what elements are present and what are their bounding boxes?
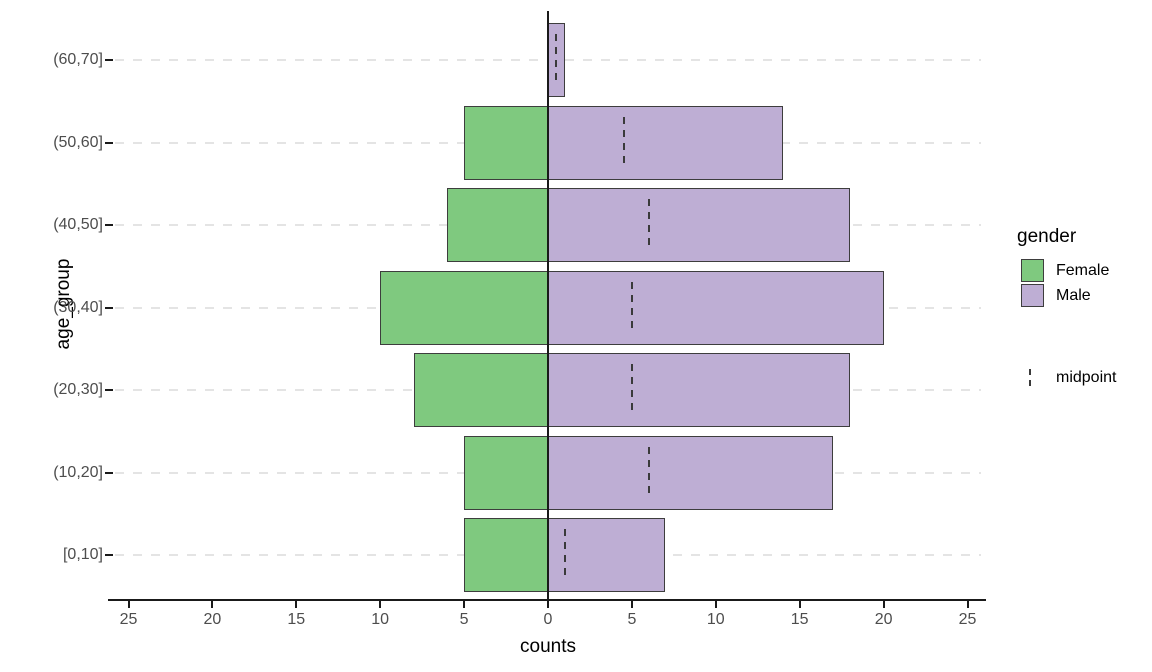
- x-tick: [379, 601, 382, 608]
- midpoint-dashed-line-icon: [1029, 369, 1031, 387]
- legend-title-gender: gender: [1017, 226, 1077, 247]
- x-tick: [966, 601, 969, 608]
- x-tick-label: 15: [287, 611, 306, 628]
- x-tick: [630, 601, 633, 608]
- x-tick: [798, 601, 801, 608]
- x-tick-label: 0: [543, 611, 553, 628]
- y-tick: [105, 554, 113, 556]
- y-tick-label: (10,20]: [53, 463, 103, 481]
- bar-female-(50,60]: [464, 105, 548, 180]
- y-tick-label: (30,40]: [53, 298, 103, 316]
- x-tick: [714, 601, 717, 608]
- midpoint-line-[0,10]: [563, 529, 566, 581]
- bar-female-[0,10]: [464, 518, 548, 592]
- zero-line: [547, 11, 549, 605]
- x-tick: [127, 601, 130, 608]
- y-tick: [105, 471, 113, 474]
- x-tick-label: 20: [874, 611, 893, 628]
- y-tick: [105, 59, 113, 61]
- bar-female-(20,30]: [413, 353, 548, 427]
- y-tick-label: (20,30]: [53, 381, 103, 398]
- x-axis-title: counts: [520, 636, 576, 657]
- y-tick: [105, 141, 113, 144]
- y-tick: [105, 306, 113, 309]
- bar-female-(40,50]: [447, 188, 548, 262]
- bar-male-[0,10]: [548, 518, 666, 592]
- x-tick: [463, 601, 466, 608]
- bar-male-(30,40]: [548, 270, 884, 345]
- y-tick-label: (60,70]: [53, 51, 103, 68]
- x-tick: [211, 601, 214, 608]
- midpoint-line-(20,30]: [630, 364, 633, 416]
- midpoint-line-(10,20]: [647, 446, 650, 499]
- x-tick-label: 5: [459, 611, 469, 628]
- legend-label-male: Male: [1056, 287, 1091, 304]
- bar-female-(10,20]: [464, 435, 548, 510]
- x-tick-label: 5: [627, 611, 637, 628]
- legend-label-midpoint: midpoint: [1056, 369, 1117, 386]
- y-tick-label: (40,50]: [53, 216, 103, 233]
- bar-male-(50,60]: [548, 105, 783, 180]
- midpoint-line-(60,70]: [555, 34, 558, 86]
- x-tick-label: 20: [203, 611, 222, 628]
- legend-swatch-male: [1021, 284, 1044, 307]
- y-tick: [105, 224, 113, 226]
- x-tick: [547, 601, 549, 608]
- legend-swatch-female: [1021, 259, 1044, 282]
- y-tick-label: (50,60]: [53, 133, 103, 151]
- bar-male-(10,20]: [548, 435, 834, 510]
- x-tick: [295, 601, 298, 608]
- y-tick: [105, 389, 113, 391]
- bar-female-(30,40]: [380, 270, 548, 345]
- x-tick-label: 10: [706, 611, 725, 628]
- x-tick: [882, 601, 885, 608]
- x-tick-label: 15: [790, 611, 809, 628]
- midpoint-line-(50,60]: [622, 116, 625, 169]
- x-tick-label: 25: [958, 611, 977, 628]
- bar-male-(40,50]: [548, 188, 851, 262]
- x-tick-label: 10: [371, 611, 390, 628]
- x-axis-line: [108, 599, 986, 602]
- x-tick-label: 25: [119, 611, 138, 628]
- legend-label-female: Female: [1056, 262, 1110, 279]
- y-tick-label: [0,10]: [62, 546, 103, 563]
- midpoint-line-(40,50]: [647, 199, 650, 251]
- midpoint-line-(30,40]: [630, 281, 633, 334]
- bar-male-(20,30]: [548, 353, 851, 427]
